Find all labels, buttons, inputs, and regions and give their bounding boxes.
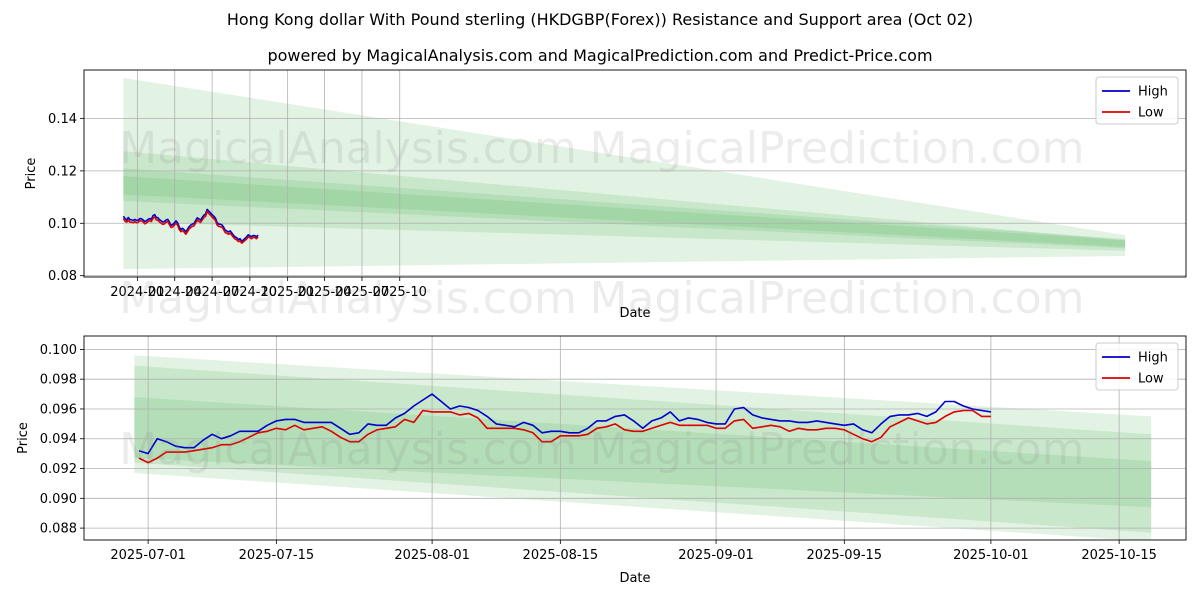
x-tick-label: 2024-10 [223,285,277,300]
y-tick-label: 0.10 [48,217,77,232]
y-tick-label: 0.14 [48,112,77,127]
plot-area [84,336,1186,540]
chart-panel-1: 2024-012024-042024-072024-102025-012025-… [24,69,1187,324]
legend-label-low: Low [1138,106,1164,121]
x-tick-label: 2025-07 [335,285,389,300]
x-tick-label: 2025-07-15 [239,548,315,563]
y-axis-label: Price [16,422,31,454]
y-tick-label: 0.100 [40,343,77,358]
series-line-high [122,208,259,242]
y-tick-label: 0.098 [40,373,77,388]
watermark-text: MagicalAnalysis.com [119,273,577,324]
series-line-high [138,393,992,455]
y-axis-label: Price [24,158,39,190]
x-tick-label: 2025-01 [260,285,314,300]
watermark-text: MagicalPrediction.com [590,123,1085,174]
legend-label-low: Low [1138,372,1164,387]
series-line-low [138,409,991,464]
support-resistance-band [123,176,1126,247]
y-tick-label: 0.12 [48,164,77,179]
y-tick-label: 0.096 [40,402,77,417]
x-tick-label: 2025-08-01 [394,548,470,563]
y-tick-label: 0.088 [40,522,77,537]
plot-frame [83,335,1187,541]
x-axis-label: Date [619,306,650,321]
legend-label-high: High [1138,85,1168,100]
series-line-low [122,210,259,244]
band-group [123,77,1126,270]
x-tick-label: 2024-04 [148,285,202,300]
watermark-text: MagicalAnalysis.com [119,424,577,475]
chart-subtitle: powered by MagicalAnalysis.com and Magic… [267,46,933,65]
x-tick-label: 2025-09-15 [807,548,883,563]
support-resistance-band [134,397,1152,508]
y-tick-label: 0.094 [40,432,77,447]
x-tick-label: 2025-07-01 [110,548,186,563]
chart-panel-2: 2025-07-01 2025-07-15 2025-08-01 2025-08-15… [16,335,1187,586]
watermark-text: MagicalPrediction.com [590,273,1085,324]
x-tick-label: 2025-10-15 [1081,548,1157,563]
series-group [138,393,992,464]
x-tick-label: 2025-08-15 [523,548,599,563]
x-tick-label: 2025-04 [297,285,351,300]
watermark-text: MagicalPrediction.com [590,424,1085,475]
band-group [134,355,1152,540]
x-tick-label: 2025-09-01 [678,548,754,563]
x-tick-label: 2024-01 [110,285,164,300]
legend-label-high: High [1138,351,1168,366]
watermark-text: MagicalAnalysis.com [119,123,577,174]
legend: High Low [1095,342,1179,391]
support-resistance-band [123,77,1126,270]
x-tick-label: 2025-10-01 [953,548,1029,563]
support-resistance-band [134,355,1152,540]
series-group [122,208,259,244]
x-tick-label: 2025-10 [373,285,427,300]
y-tick-label: 0.08 [48,269,77,284]
support-resistance-band [123,168,1126,249]
y-tick-label: 0.092 [40,462,77,477]
x-axis-label: Date [619,571,650,586]
chart-title: Hong Kong dollar With Pound sterling (HK… [226,10,974,29]
plot-frame [83,69,1187,278]
support-resistance-band [123,151,1126,251]
plot-area [84,70,1186,277]
support-resistance-band [134,365,1152,533]
x-tick-label: 2024-07 [185,285,239,300]
y-tick-label: 0.090 [40,492,77,507]
legend: High Low [1095,76,1179,125]
